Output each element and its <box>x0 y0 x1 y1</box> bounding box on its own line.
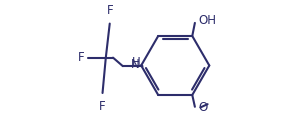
Text: F: F <box>99 100 106 113</box>
Text: F: F <box>106 4 113 17</box>
Text: O: O <box>198 101 207 114</box>
Text: F: F <box>78 51 85 64</box>
Text: N: N <box>131 58 140 71</box>
Text: H: H <box>132 56 141 69</box>
Text: OH: OH <box>199 14 217 27</box>
